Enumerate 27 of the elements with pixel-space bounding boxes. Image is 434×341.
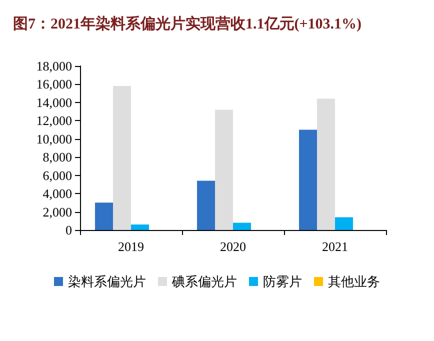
chart-title: 图7：2021年染料系偏光片实现营收1.1亿元(+103.1%): [13, 14, 362, 32]
bar: [299, 130, 317, 230]
y-tick-label: 14,000: [36, 94, 72, 110]
y-tick-label: 0: [66, 222, 72, 238]
bar: [215, 110, 233, 230]
y-tick-label: 18,000: [36, 58, 72, 74]
y-tick-label: 16,000: [36, 76, 72, 92]
y-tick-label: 4,000: [42, 186, 72, 202]
x-tick-label: 2020: [220, 239, 246, 254]
bar: [113, 86, 131, 230]
y-tick-label: 10,000: [36, 131, 72, 146]
y-tick-label: 8,000: [42, 150, 72, 165]
bar: [335, 217, 353, 230]
legend-label: 其他业务: [328, 274, 380, 289]
legend-label: 碘系偏光片: [171, 274, 237, 289]
legend-label: 防雾片: [263, 274, 302, 289]
legend-label: 染料系偏光片: [68, 274, 146, 289]
bar: [197, 180, 215, 230]
bar: [317, 98, 335, 230]
bar: [95, 202, 113, 230]
x-tick-label: 2021: [322, 239, 348, 254]
y-tick-label: 12,000: [36, 113, 72, 128]
bar: [131, 224, 149, 230]
y-tick-label: 2,000: [42, 204, 72, 220]
bar: [233, 222, 251, 230]
x-tick-label: 2019: [118, 239, 144, 254]
y-tick-label: 6,000: [42, 168, 72, 183]
